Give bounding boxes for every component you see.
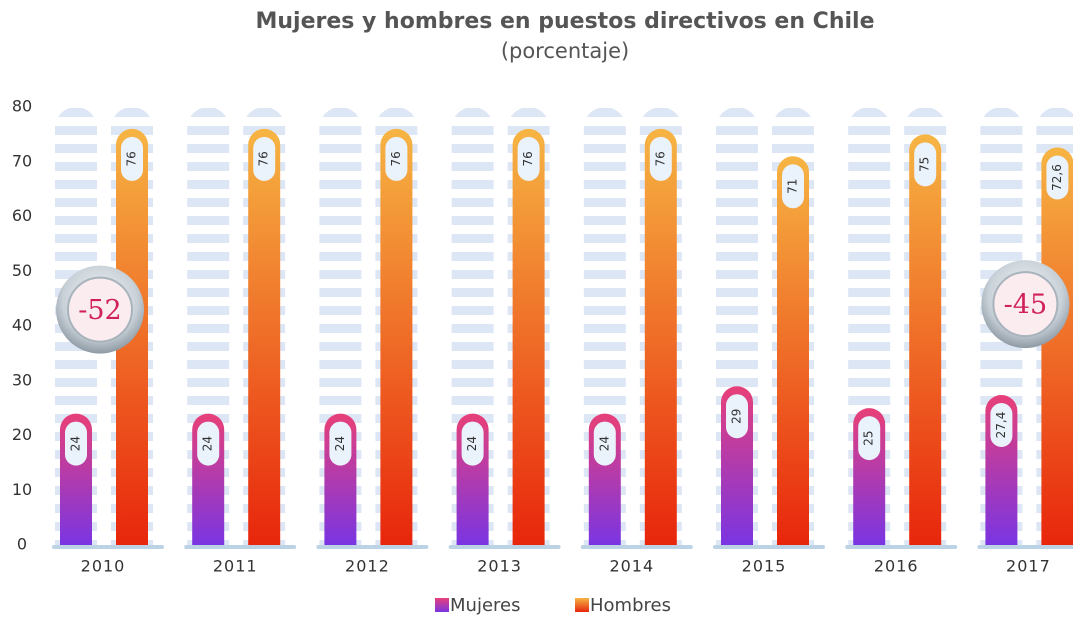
x-tick-label: 2010 bbox=[81, 557, 126, 576]
bar-cap bbox=[646, 130, 676, 146]
x-tick-label: 2011 bbox=[213, 557, 258, 576]
legend-label: Mujeres bbox=[450, 595, 520, 616]
y-tick-label: 50 bbox=[12, 261, 32, 280]
label-pill bbox=[461, 421, 484, 466]
bar bbox=[248, 128, 281, 546]
label-pill bbox=[253, 136, 276, 181]
x-tick-label: 2013 bbox=[477, 557, 522, 576]
label-pill bbox=[1046, 155, 1069, 200]
label-pill bbox=[593, 421, 616, 466]
data-label: 24 bbox=[333, 436, 347, 451]
data-label: 72,6 bbox=[1050, 164, 1064, 191]
bar bbox=[380, 128, 413, 545]
bar-cap bbox=[249, 130, 279, 146]
label-pill bbox=[726, 394, 748, 439]
chart-subtitle: (porcentaje) bbox=[501, 39, 629, 63]
legend-swatch bbox=[435, 598, 449, 612]
baseline bbox=[713, 545, 825, 549]
data-label: 76 bbox=[653, 151, 667, 166]
label-pill bbox=[385, 136, 408, 181]
label-pill bbox=[914, 142, 937, 187]
y-tick-label: 30 bbox=[12, 370, 32, 389]
bar-cap bbox=[193, 415, 223, 430]
bar-cap bbox=[61, 415, 91, 430]
bar-cap bbox=[722, 387, 752, 403]
data-label: 75 bbox=[918, 157, 932, 172]
baseline bbox=[845, 545, 958, 549]
label-pill bbox=[858, 416, 881, 461]
data-label: 29 bbox=[730, 409, 744, 424]
bar-cap bbox=[590, 415, 620, 430]
bar-cap bbox=[514, 130, 544, 146]
bar bbox=[644, 128, 677, 545]
data-label: 76 bbox=[257, 151, 271, 166]
x-tick-label: 2017 bbox=[1006, 557, 1051, 576]
y-tick-label: 40 bbox=[12, 316, 32, 335]
baseline bbox=[316, 545, 429, 549]
bar bbox=[909, 134, 942, 545]
legend-swatch bbox=[575, 598, 589, 612]
bar-cap bbox=[854, 409, 884, 425]
bar-cap bbox=[778, 157, 808, 173]
label-pill bbox=[65, 421, 87, 466]
bar bbox=[512, 128, 545, 545]
baseline bbox=[977, 545, 1073, 549]
bar-cap bbox=[458, 415, 488, 430]
bar-cap bbox=[381, 130, 411, 146]
baseline bbox=[580, 545, 693, 549]
annotation-disc bbox=[992, 271, 1059, 338]
legend-label: Hombres bbox=[590, 595, 671, 616]
annotation: -45 bbox=[1004, 290, 1047, 321]
y-tick-label: 20 bbox=[12, 425, 32, 444]
bar-cap bbox=[117, 130, 147, 146]
label-pill bbox=[517, 136, 540, 181]
y-tick-label: 80 bbox=[12, 97, 32, 116]
x-tick-label: 2016 bbox=[874, 557, 919, 576]
bar-cap bbox=[325, 415, 355, 430]
x-tick-label: 2012 bbox=[345, 557, 390, 576]
bar bbox=[777, 156, 809, 545]
y-tick-label: 60 bbox=[12, 206, 32, 225]
data-label: 27,4 bbox=[994, 412, 1008, 439]
x-tick-label: 2014 bbox=[609, 557, 654, 576]
x-tick-label: 2015 bbox=[742, 557, 787, 576]
y-tick-label: 70 bbox=[12, 151, 32, 170]
data-label: 24 bbox=[201, 436, 215, 451]
data-label: 24 bbox=[465, 436, 479, 451]
label-pill bbox=[121, 136, 143, 181]
data-label: 71 bbox=[786, 179, 800, 194]
data-label: 76 bbox=[125, 151, 139, 166]
bar-cap bbox=[1042, 149, 1072, 164]
baseline bbox=[52, 545, 164, 549]
chart-title: Mujeres y hombres en puestos directivos … bbox=[256, 9, 875, 34]
annotation-disc bbox=[67, 276, 133, 343]
data-label: 24 bbox=[597, 436, 611, 451]
label-pill bbox=[329, 421, 352, 466]
label-pill bbox=[649, 136, 672, 181]
bar-cap bbox=[910, 135, 940, 151]
label-pill bbox=[782, 164, 804, 209]
y-tick-label: 0 bbox=[17, 535, 27, 554]
baseline bbox=[184, 545, 297, 549]
data-label: 24 bbox=[69, 436, 83, 451]
label-pill bbox=[990, 402, 1013, 447]
baseline bbox=[448, 545, 561, 549]
data-label: 76 bbox=[521, 151, 535, 166]
label-pill bbox=[197, 421, 220, 466]
bar-cap bbox=[986, 396, 1016, 412]
bar bbox=[1041, 147, 1073, 545]
data-label: 76 bbox=[389, 151, 403, 166]
annotation: -52 bbox=[78, 295, 121, 326]
data-label: 25 bbox=[862, 430, 876, 445]
y-tick-label: 10 bbox=[12, 480, 32, 499]
